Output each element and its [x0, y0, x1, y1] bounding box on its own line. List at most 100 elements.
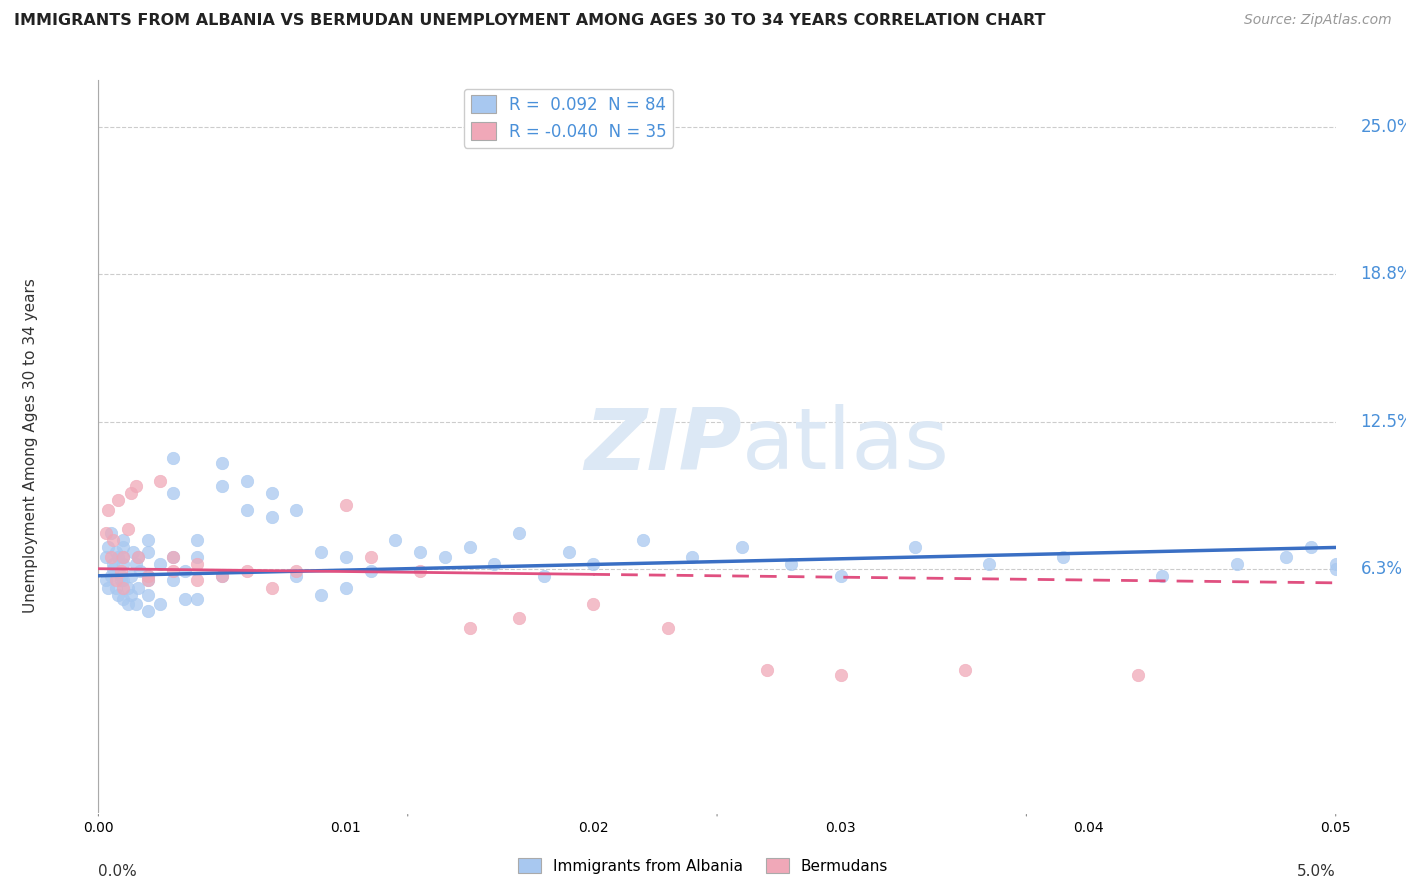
Point: [211, 479, 233, 493]
Point: [458, 541, 481, 555]
Point: [1226, 557, 1249, 571]
Point: [1152, 568, 1174, 582]
Point: [780, 557, 803, 571]
Point: [631, 533, 654, 548]
Text: ZIP: ZIP: [583, 404, 742, 488]
Point: [285, 564, 308, 578]
Point: [117, 522, 139, 536]
Point: [124, 479, 146, 493]
Point: [162, 549, 184, 564]
Point: [582, 597, 605, 611]
Point: [117, 597, 139, 611]
Point: [136, 568, 159, 582]
Point: [1324, 557, 1347, 571]
Point: [104, 581, 127, 595]
Point: [124, 557, 146, 571]
Point: [360, 564, 382, 578]
Point: [260, 509, 283, 524]
Point: [211, 568, 233, 582]
Point: [830, 568, 852, 582]
Point: [104, 574, 127, 588]
Point: [162, 450, 184, 465]
Point: [104, 545, 127, 559]
Point: [117, 581, 139, 595]
Point: [107, 493, 129, 508]
Point: [103, 533, 125, 548]
Point: [112, 549, 135, 564]
Point: [162, 486, 184, 500]
Point: [260, 486, 283, 500]
Point: [211, 568, 233, 582]
Point: [409, 564, 432, 578]
Point: [136, 588, 159, 602]
Point: [174, 592, 197, 607]
Point: [136, 545, 159, 559]
Point: [97, 581, 120, 595]
Point: [162, 574, 184, 588]
Point: [112, 549, 135, 564]
Point: [100, 549, 122, 564]
Point: [484, 557, 506, 571]
Point: [120, 486, 142, 500]
Point: [100, 526, 122, 541]
Point: [1126, 668, 1149, 682]
Legend: R =  0.092  N = 84, R = -0.040  N = 35: R = 0.092 N = 84, R = -0.040 N = 35: [464, 88, 673, 147]
Point: [136, 574, 159, 588]
Point: [186, 533, 208, 548]
Point: [681, 549, 703, 564]
Point: [112, 581, 135, 595]
Point: [162, 564, 184, 578]
Point: [755, 663, 778, 677]
Point: [1324, 562, 1347, 576]
Point: [94, 549, 117, 564]
Point: [110, 574, 132, 588]
Point: [508, 611, 530, 625]
Point: [149, 557, 172, 571]
Text: 0.0%: 0.0%: [98, 863, 138, 879]
Point: [112, 592, 135, 607]
Point: [136, 568, 159, 582]
Point: [979, 557, 1001, 571]
Point: [112, 557, 135, 571]
Point: [335, 498, 357, 512]
Point: [97, 541, 120, 555]
Text: IMMIGRANTS FROM ALBANIA VS BERMUDAN UNEMPLOYMENT AMONG AGES 30 TO 34 YEARS CORRE: IMMIGRANTS FROM ALBANIA VS BERMUDAN UNEM…: [14, 13, 1046, 29]
Text: Source: ZipAtlas.com: Source: ZipAtlas.com: [1244, 13, 1392, 28]
Point: [260, 581, 283, 595]
Point: [103, 557, 125, 571]
Point: [236, 502, 259, 516]
Text: 18.8%: 18.8%: [1361, 265, 1406, 283]
Point: [94, 526, 117, 541]
Point: [136, 533, 159, 548]
Point: [97, 502, 120, 516]
Point: [136, 604, 159, 618]
Point: [186, 549, 208, 564]
Point: [953, 663, 976, 677]
Point: [107, 588, 129, 602]
Point: [149, 475, 172, 489]
Point: [186, 592, 208, 607]
Point: [174, 564, 197, 578]
Point: [458, 621, 481, 635]
Point: [186, 557, 208, 571]
Text: 5.0%: 5.0%: [1296, 863, 1336, 879]
Point: [409, 545, 432, 559]
Point: [508, 526, 530, 541]
Point: [557, 545, 579, 559]
Point: [1299, 541, 1322, 555]
Point: [149, 597, 172, 611]
Text: Unemployment Among Ages 30 to 34 years: Unemployment Among Ages 30 to 34 years: [22, 278, 38, 614]
Point: [335, 581, 357, 595]
Point: [904, 541, 927, 555]
Text: 25.0%: 25.0%: [1361, 119, 1406, 136]
Point: [360, 549, 382, 564]
Point: [384, 533, 406, 548]
Point: [107, 549, 129, 564]
Point: [112, 533, 135, 548]
Point: [112, 574, 135, 588]
Point: [309, 545, 332, 559]
Point: [285, 568, 308, 582]
Point: [211, 456, 233, 470]
Point: [162, 549, 184, 564]
Point: [124, 597, 146, 611]
